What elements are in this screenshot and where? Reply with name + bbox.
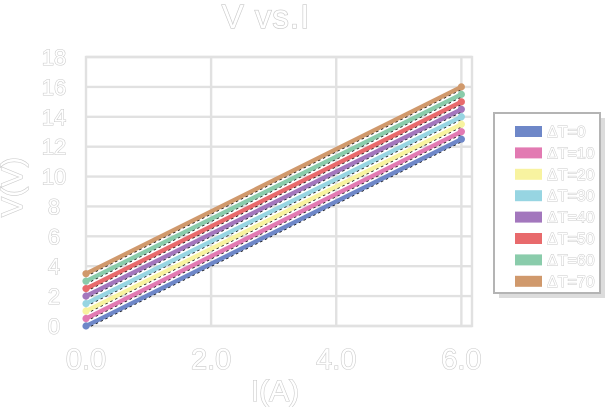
- legend-swatch-dt0: [515, 126, 542, 137]
- legend-label-dt10: ΔT=10: [547, 145, 595, 162]
- y-tick-label-0: 0: [48, 314, 60, 339]
- legend-swatch-dt70: [515, 275, 542, 287]
- y-tick-label-6: 6: [48, 224, 60, 249]
- legend-label-dt50: ΔT=50: [547, 231, 595, 248]
- series-line-dt10: [83, 129, 464, 321]
- legend-label-dt0: ΔT=0: [547, 124, 586, 141]
- marker-end-dt0: [457, 135, 465, 143]
- legend: ΔT=0 ΔT=10 ΔT=20 ΔT=30 ΔT=40 ΔT=50 ΔT=60 ΔT=70: [493, 112, 605, 298]
- marker-end-dt60: [457, 90, 465, 98]
- plot-frame: [84, 55, 474, 328]
- legend-label-dt70: ΔT=70: [547, 274, 595, 291]
- marker-start-dt40: [82, 292, 90, 300]
- series-line-dt30: [83, 114, 464, 306]
- legend-swatch-dt10: [515, 147, 542, 159]
- legend-label-dt40: ΔT=40: [547, 210, 595, 227]
- x-tick-label-2: 2.0: [191, 344, 231, 376]
- marker-end-dt40: [457, 105, 465, 113]
- legend-label-dt60: ΔT=60: [547, 252, 595, 269]
- y-tick-label-10: 10: [42, 165, 66, 190]
- marker-end-dt20: [457, 120, 465, 128]
- marker-end-dt30: [457, 113, 465, 121]
- legend-swatch-dt30: [515, 190, 542, 202]
- series-line-dt40: [83, 107, 464, 299]
- legend-swatch-dt40: [515, 211, 542, 223]
- y-tick-label-14: 14: [42, 105, 66, 130]
- marker-end-dt50: [457, 98, 465, 106]
- series-line-dt70: [83, 84, 464, 276]
- marker-start-dt50: [82, 285, 90, 293]
- marker-start-dt60: [82, 277, 90, 285]
- x-tick-label-0: 0.0: [66, 344, 106, 376]
- series-line-dt0: [83, 137, 464, 329]
- legend-swatch-dt50: [515, 233, 542, 244]
- marker-end-dt70: [457, 83, 465, 91]
- y-tick-label-8: 8: [48, 194, 60, 219]
- legend-label-dt20: ΔT=20: [547, 167, 595, 184]
- marker-start-dt10: [82, 314, 90, 323]
- y-tick-label-18: 18: [42, 45, 66, 70]
- x-tick-label-4: 4.0: [316, 344, 356, 376]
- series-line-dt60: [83, 92, 464, 284]
- tick-labels: 0 2 4 6 8 10 12 14 16 18 0.0 2.0 4.0 6.0: [41, 45, 482, 377]
- legend-swatch-dt20: [515, 168, 542, 180]
- y-axis-title: V(V): [0, 157, 29, 217]
- marker-start-dt20: [82, 307, 90, 315]
- legend-label-dt30: ΔT=30: [547, 188, 595, 205]
- marker-start-dt0: [82, 322, 90, 330]
- chart-title: V vs.I: [222, 0, 311, 35]
- marker-start-dt70: [82, 270, 90, 278]
- legend-box: [493, 112, 601, 294]
- y-tick-label-2: 2: [48, 284, 60, 309]
- marker-start-dt30: [82, 299, 90, 308]
- x-axis-title: I(A): [251, 375, 299, 407]
- y-tick-label-4: 4: [48, 254, 60, 279]
- y-tick-label-12: 12: [42, 135, 66, 160]
- series-line-dt20: [83, 122, 464, 314]
- x-tick-label-6: 6.0: [441, 344, 481, 376]
- series-lines: [82, 83, 465, 330]
- series-line-dt50: [83, 99, 464, 291]
- marker-end-dt10: [457, 128, 465, 136]
- y-tick-label-16: 16: [42, 75, 66, 100]
- legend-swatch-dt60: [515, 254, 542, 266]
